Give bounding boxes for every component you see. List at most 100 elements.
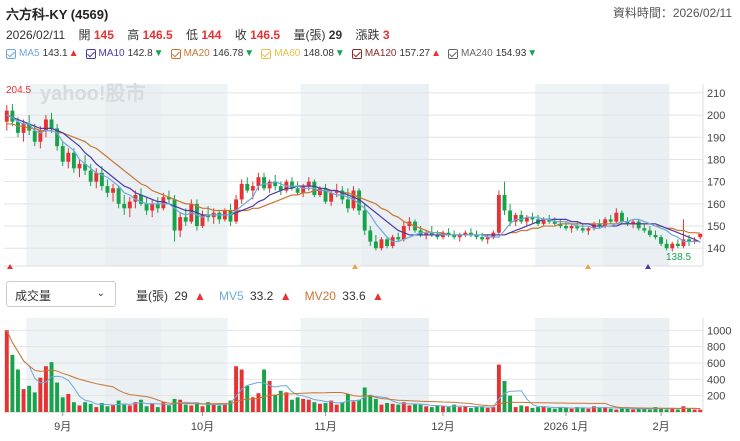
candle-body xyxy=(155,203,160,209)
candle-body xyxy=(373,241,378,249)
volume-bar xyxy=(312,402,317,412)
volume-bar xyxy=(60,397,65,412)
volume-bar xyxy=(614,409,619,412)
x-tick-label: 10月 xyxy=(191,421,214,433)
checkbox-icon[interactable] xyxy=(85,48,96,59)
volume-bar xyxy=(228,400,233,412)
volume-bar xyxy=(653,407,658,412)
candle-body xyxy=(295,188,300,193)
ma-label: MA120 xyxy=(364,48,397,59)
candle-body xyxy=(16,121,20,133)
volume-bar xyxy=(379,404,384,412)
volume-bar xyxy=(116,400,121,412)
ma-direction: ▼ xyxy=(244,48,255,59)
volume-bar xyxy=(463,406,468,412)
volume-bar xyxy=(222,404,227,412)
mv5-line xyxy=(6,330,701,410)
checkbox-icon[interactable] xyxy=(448,48,458,59)
mv20-legend-dir: ▲ xyxy=(372,289,384,303)
ma-direction: ▲ xyxy=(431,48,441,59)
volume-bar xyxy=(491,407,496,412)
candle-body xyxy=(278,186,283,191)
checkbox-icon[interactable] xyxy=(6,48,16,59)
vol-legend-dir: ▲ xyxy=(194,289,206,303)
candle-body xyxy=(647,230,652,235)
candle-body xyxy=(687,239,691,242)
candle-body xyxy=(83,163,88,171)
volume-bar xyxy=(418,404,423,412)
volume-bar xyxy=(94,407,99,412)
candle-body xyxy=(161,197,166,209)
volume-bar xyxy=(88,403,93,412)
volume-bar xyxy=(619,407,624,412)
volume-bar xyxy=(664,409,669,412)
ma-toggle-ma10[interactable]: MA10 142.8 ▼ xyxy=(85,48,164,59)
volume-bar xyxy=(234,366,239,412)
volume-bar xyxy=(558,407,563,412)
checkbox-icon[interactable] xyxy=(351,48,362,59)
candle-body xyxy=(474,234,479,238)
volume-bar xyxy=(435,405,440,412)
candle-body xyxy=(586,228,591,231)
ma-toggle-ma20[interactable]: MA20 146.78 ▼ xyxy=(170,48,255,59)
ma-toggle-ma120[interactable]: MA120 157.27 ▲ xyxy=(351,48,441,59)
ma-toggle-ma240[interactable]: MA240 154.93 ▼ xyxy=(448,48,537,59)
candle-body xyxy=(368,230,373,242)
candle-body xyxy=(250,186,255,191)
ma-label: MA20 xyxy=(183,48,210,59)
ma-direction: ▲ xyxy=(68,48,79,59)
ma-direction: ▼ xyxy=(334,48,345,59)
volume-bar xyxy=(681,406,686,412)
mv5-legend-label: MV5 xyxy=(218,289,244,303)
ma-toggle-ma5[interactable]: MA5 143.1 ▲ xyxy=(6,48,79,59)
indicator-select[interactable]: 成交量 ⌄ xyxy=(6,281,116,307)
x-tick-label: 12月 xyxy=(431,421,454,433)
candle-body xyxy=(379,239,384,249)
volume-bar xyxy=(586,408,591,412)
candle-body xyxy=(27,123,32,131)
volume-bar xyxy=(49,362,54,412)
price-tick-label: 200 xyxy=(707,110,725,122)
volume-bar xyxy=(267,380,272,412)
candle-body xyxy=(301,186,306,193)
ma-value: 143.1 xyxy=(42,48,68,59)
ma-toggle-ma60[interactable]: MA60 148.08 ▼ xyxy=(261,48,345,59)
candle-body xyxy=(105,186,110,193)
volume-tick-label: 200 xyxy=(707,391,725,403)
candle-body xyxy=(468,232,473,235)
quote-date: 2026/02/11 xyxy=(6,28,66,42)
volume-legend: 量(張) 29 ▲ MV5 33.2 ▲ MV20 33.6 ▲ xyxy=(136,287,387,304)
volume-bar xyxy=(66,394,71,412)
candle-body xyxy=(217,212,222,220)
candle-body xyxy=(575,226,580,229)
candle-body xyxy=(116,188,121,204)
volume-bar xyxy=(161,402,166,412)
month-band xyxy=(602,84,670,266)
candle-body xyxy=(424,232,429,235)
volume-tick-label: 1000 xyxy=(707,325,731,337)
vol-legend-label: 量(張) xyxy=(136,289,168,303)
volume-bar xyxy=(530,407,535,412)
candle-body xyxy=(99,172,104,187)
candle-body xyxy=(508,210,513,222)
candle-body xyxy=(71,152,76,169)
candle-body xyxy=(619,212,624,222)
checkbox-icon[interactable] xyxy=(170,48,181,59)
candle-body xyxy=(77,163,82,169)
candle-body xyxy=(597,223,602,227)
candle-body xyxy=(564,226,568,229)
low-label: 低 xyxy=(185,28,198,42)
candle-body xyxy=(290,181,294,189)
candle-body xyxy=(642,228,647,231)
candle-body xyxy=(273,181,278,187)
volume-bar xyxy=(71,402,76,412)
volume-bar xyxy=(692,409,697,412)
candle-body xyxy=(245,183,250,191)
change-value: 3 xyxy=(382,28,390,42)
indicator-select-value: 成交量 xyxy=(15,289,52,303)
candle-body xyxy=(519,214,524,222)
volume-bar xyxy=(496,364,501,412)
volume-bar xyxy=(675,409,680,412)
checkbox-icon[interactable] xyxy=(261,48,272,59)
volume-bar xyxy=(474,407,479,412)
